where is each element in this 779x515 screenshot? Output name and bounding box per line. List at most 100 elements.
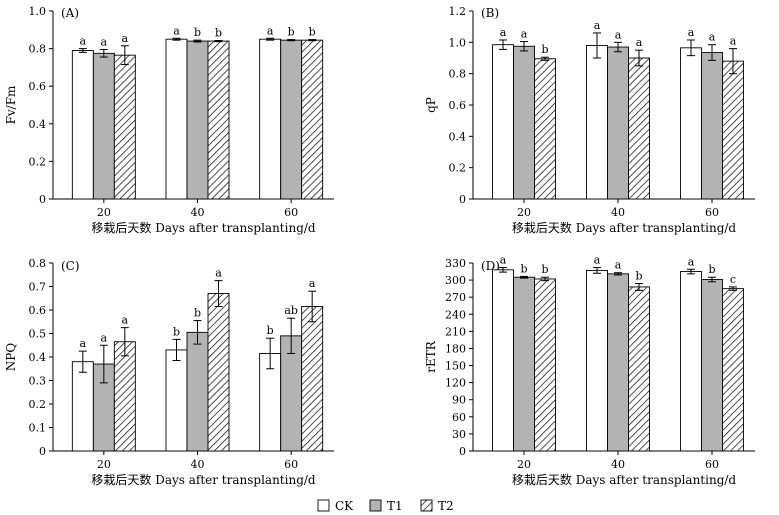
significance-label: a: [521, 28, 528, 41]
x-tick-label: 20: [517, 458, 531, 471]
y-tick-label: 60: [452, 411, 466, 424]
legend-swatch-ck: [317, 499, 330, 512]
significance-label: a: [594, 19, 601, 32]
x-tick-label: 20: [517, 206, 531, 219]
bar-t1-60: [701, 52, 723, 200]
bar-t2-60: [722, 288, 744, 452]
significance-label: a: [688, 26, 695, 39]
y-tick-label: 0.8: [449, 68, 467, 81]
bar-t2-20: [534, 278, 556, 452]
y-tick-label: 210: [445, 325, 466, 338]
significance-label: b: [541, 263, 548, 276]
x-tick-label: 20: [97, 458, 111, 471]
panel-label: (B): [481, 6, 499, 20]
bar-ck-40: [165, 38, 188, 200]
y-tick-label: 1.0: [29, 5, 47, 18]
x-tick-label: 40: [191, 206, 205, 219]
bar-ck-20: [71, 50, 94, 200]
y-tick-label: 0.1: [29, 422, 47, 435]
significance-label: a: [594, 254, 601, 267]
legend-label-t1: T1: [387, 499, 403, 513]
x-tick-label: 40: [191, 458, 205, 471]
bar-t2-40: [207, 40, 230, 200]
x-axis-label: 移栽后天数 Days after transplanting/d: [512, 220, 737, 235]
significance-label: a: [688, 255, 695, 268]
panel-label: (C): [61, 259, 80, 273]
significance-label: b: [267, 324, 274, 337]
significance-label: b: [194, 26, 201, 39]
significance-label: a: [122, 32, 129, 45]
significance-label: a: [500, 254, 507, 267]
significance-label: a: [709, 31, 716, 44]
y-tick-label: 0.4: [29, 118, 47, 131]
bar-t1-60: [701, 279, 723, 452]
significance-label: a: [730, 35, 737, 48]
x-tick-label: 40: [611, 458, 625, 471]
x-axis-label: 移栽后天数 Days after transplanting/d: [512, 472, 737, 487]
y-tick-label: 180: [445, 342, 466, 355]
y-tick-label: 0.7: [29, 281, 47, 294]
significance-label: a: [636, 36, 643, 49]
panel-label: (A): [61, 6, 79, 20]
panel-a-fvfm: 0 0.2 0.4 0.6 0.8 1.0 Fv/Fm (A) 20 a a a 40 a b b 60 a b b 移…: [4, 5, 334, 235]
bar-t2-40: [628, 57, 650, 200]
significance-label: a: [101, 331, 108, 344]
bar-t2-20: [534, 58, 556, 200]
bar-t2-40: [628, 286, 650, 452]
x-tick-label: 60: [705, 458, 719, 471]
y-tick-label: 0.4: [449, 130, 467, 143]
y-tick-label: 0.4: [29, 351, 47, 364]
bar-ck-40: [165, 349, 188, 452]
significance-label: b: [708, 263, 715, 276]
y-tick-label: 300: [445, 274, 466, 287]
y-tick-label: 240: [445, 308, 466, 321]
bar-t2-60: [722, 60, 744, 200]
x-axis-label: 移栽后天数 Days after transplanting/d: [91, 220, 316, 235]
significance-label: a: [173, 24, 180, 37]
y-tick-label: 120: [445, 377, 466, 390]
y-tick-label: 0.2: [29, 398, 47, 411]
panel-c-npq: 0 0.1 0.2 0.3 0.4 0.5 0.6 0.7 0.8 NPQ (C) 20 a a a 40 b b…: [4, 257, 334, 487]
legend-label-t2: T2: [438, 499, 454, 513]
significance-label: a: [80, 337, 87, 350]
y-tick-label: 1.2: [449, 5, 467, 18]
significance-label: b: [288, 26, 295, 39]
significance-label: b: [215, 27, 222, 40]
bar-t1-40: [607, 273, 629, 452]
bar-t1-40: [186, 40, 209, 200]
y-tick-label: 1.0: [449, 36, 467, 49]
significance-label: a: [122, 314, 129, 327]
legend-swatch-t2: [420, 499, 433, 512]
y-tick-label: 0: [39, 445, 46, 458]
y-axis-label: NPQ: [4, 343, 18, 372]
y-axis-label: rETR: [424, 340, 438, 373]
y-axis-label: Fv/Fm: [4, 85, 18, 124]
bar-ck-60: [680, 47, 702, 200]
significance-label: a: [80, 35, 87, 48]
bar-t2-40: [207, 293, 230, 452]
significance-label: a: [615, 259, 622, 272]
significance-label: b: [173, 325, 180, 338]
bar-t1-20: [513, 276, 535, 452]
legend-swatch-t1: [369, 499, 382, 512]
legend-label-ck: CK: [335, 499, 354, 513]
bar-ck-20: [492, 269, 514, 452]
x-axis-label: 移栽后天数 Days after transplanting/d: [91, 472, 316, 487]
y-tick-label: 0.6: [29, 304, 47, 317]
significance-label: a: [267, 24, 274, 37]
significance-label: a: [101, 36, 108, 49]
bar-ck-40: [586, 45, 608, 200]
y-tick-label: 30: [452, 428, 466, 441]
significance-label: ab: [284, 304, 298, 317]
y-tick-label: 0.3: [29, 375, 47, 388]
bar-t2-60: [301, 39, 324, 200]
bar-t2-60: [301, 306, 324, 452]
y-tick-label: 90: [452, 394, 466, 407]
x-tick-label: 20: [97, 206, 111, 219]
y-tick-label: 150: [445, 360, 466, 373]
y-tick-label: 270: [445, 291, 466, 304]
significance-label: c: [730, 273, 736, 286]
y-tick-label: 0.2: [449, 162, 467, 175]
bar-ck-60: [259, 38, 282, 200]
